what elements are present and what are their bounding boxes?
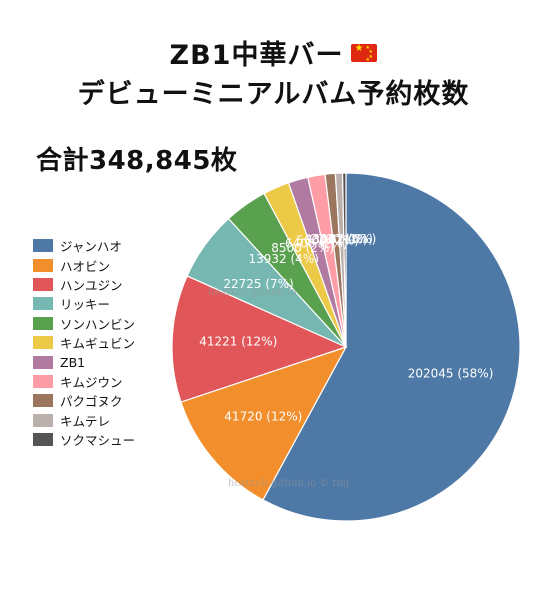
title-line-2: デビューミニアルバム予約枚数 xyxy=(77,79,470,110)
legend-swatch xyxy=(33,297,53,311)
slice-data-label: 41221 (12%) xyxy=(199,335,277,349)
total-count-label: 合計348,845枚 xyxy=(36,146,238,176)
legend-label: キムギュビン xyxy=(60,336,136,352)
legend-label: ZB1 xyxy=(60,354,86,370)
slice-data-label: 13932 (4%) xyxy=(249,252,319,266)
legend-label: パクゴヌク xyxy=(60,394,123,410)
watermark-lower: hcatxch.github.io © tmj xyxy=(228,478,350,489)
legend-swatch xyxy=(33,258,53,272)
legend-item: パクゴヌク xyxy=(33,391,173,410)
pie-slice xyxy=(171,275,348,403)
slice-data-label: 3300 (1%) xyxy=(305,233,368,247)
slice-data-label: 41720 (12%) xyxy=(224,409,302,423)
legend-swatch xyxy=(33,239,53,253)
legend-swatch xyxy=(33,394,53,408)
slice-data-label: 202045 (58%) xyxy=(408,367,494,381)
legend-label: ソンハンビン xyxy=(60,316,136,332)
pie-slice xyxy=(180,345,348,501)
legend-item: ハオビン xyxy=(33,255,173,274)
legend-swatch xyxy=(33,413,53,427)
chart-title: ZB1中華バー ★ ★ ★ ★ ★ デビューミニアルバム予約枚数 xyxy=(0,36,547,114)
legend-label: リッキー xyxy=(60,297,111,313)
legend-label: ソクマシュー xyxy=(60,433,136,449)
legend-label: キムテレ xyxy=(60,413,111,429)
legend-item: ソンハンビン xyxy=(33,314,173,333)
legend-label: ジャンハオ xyxy=(60,239,122,255)
title-line-1-text: ZB1中華バー xyxy=(169,40,344,71)
legend-label: ハオビン xyxy=(60,258,111,274)
legend-swatch xyxy=(33,316,53,330)
legend-swatch xyxy=(33,374,53,388)
legend-item: キムギュビン xyxy=(33,333,173,352)
slice-data-label: 5600 (2%) xyxy=(296,234,359,248)
legend-item: ソクマシュー xyxy=(33,430,173,449)
title-line-1: ZB1中華バー ★ ★ ★ ★ ★ xyxy=(0,36,547,75)
slice-data-label: 22725 (7%) xyxy=(223,277,293,291)
watermark-upper: heatxch.github.io xyxy=(208,287,297,298)
legend-label: キムジウン xyxy=(60,374,123,390)
legend-swatch xyxy=(33,336,53,350)
legend-swatch xyxy=(33,433,53,447)
slice-data-label: 6400 (2%) xyxy=(285,236,348,250)
chart-legend: ジャンハオハオビンハンユジンリッキーソンハンビン キムギュビン ZB1 キムジウンパク… xyxy=(33,236,173,449)
pie-slice xyxy=(262,172,521,522)
slice-data-label: 1102 (0%) xyxy=(314,232,377,246)
legend-item: ハンユジン xyxy=(33,275,173,294)
legend-item: ZB1 xyxy=(33,352,173,371)
china-flag-icon: ★ ★ ★ ★ ★ xyxy=(351,43,378,63)
slice-data-label: 8500 (2%) xyxy=(271,241,334,255)
legend-swatch xyxy=(33,277,53,291)
legend-item: キムジウン xyxy=(33,372,173,391)
slice-data-label: 2300 (1%) xyxy=(310,232,373,246)
legend-item: キムテレ xyxy=(33,411,173,430)
legend-label: ハンユジン xyxy=(60,277,123,293)
pie-slice xyxy=(341,172,347,348)
legend-swatch xyxy=(33,355,53,369)
legend-item: ジャンハオ xyxy=(33,236,173,255)
legend-item: リッキー xyxy=(33,294,173,313)
